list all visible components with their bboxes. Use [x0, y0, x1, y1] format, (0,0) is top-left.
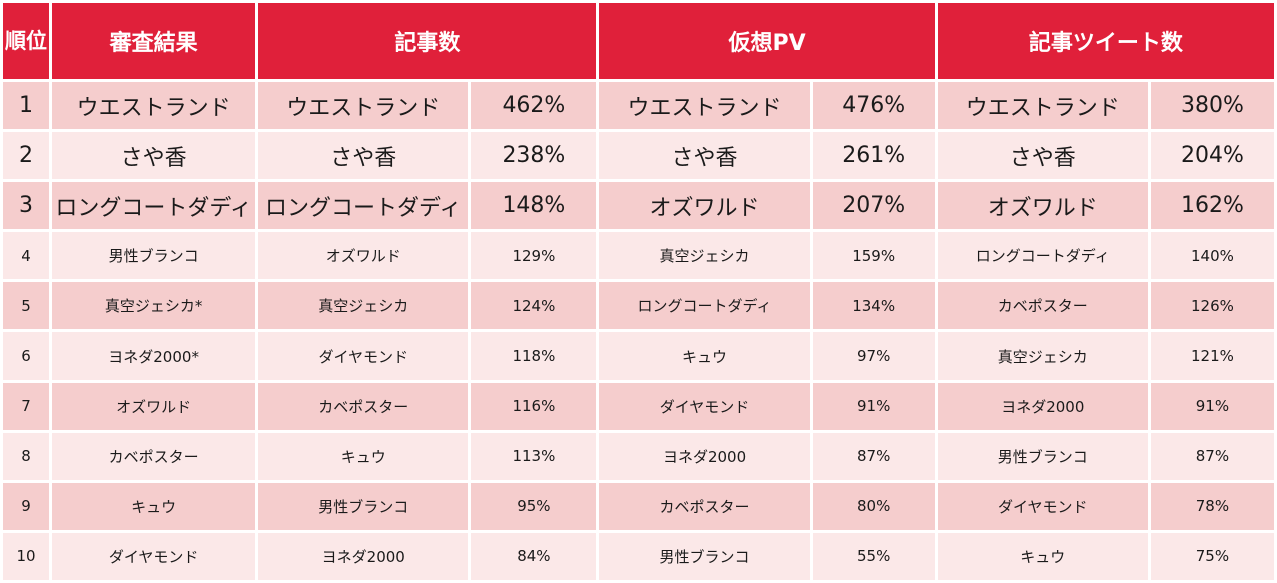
articles-name-cell: 男性ブランコ	[258, 482, 469, 530]
judge-cell: 真空ジェシカ*	[52, 282, 256, 330]
pv-name-cell: ダイヤモンド	[599, 382, 810, 430]
tweets-name-cell: 真空ジェシカ	[937, 332, 1148, 380]
judge-cell: 男性ブランコ	[52, 232, 256, 280]
pv-name-cell: ヨネダ2000	[599, 432, 810, 480]
tweets-pct-cell: 75%	[1150, 532, 1274, 580]
pv-name-cell: さや香	[599, 132, 810, 180]
articles-name-cell: キュウ	[258, 432, 469, 480]
header-article-tweets: 記事ツイート数	[937, 3, 1274, 79]
pv-name-cell: 男性ブランコ	[599, 532, 810, 580]
rank-cell: 4	[3, 232, 50, 280]
rank-cell: 2	[3, 132, 50, 180]
pv-name-cell: カベポスター	[599, 482, 810, 530]
table-row: 5 真空ジェシカ* 真空ジェシカ 124% ロングコートダディ 134% カベポ…	[3, 282, 1274, 330]
rank-cell: 8	[3, 432, 50, 480]
judge-cell: キュウ	[52, 482, 256, 530]
articles-name-cell: ヨネダ2000	[258, 532, 469, 580]
rank-cell: 1	[3, 82, 50, 130]
judge-cell: ヨネダ2000*	[52, 332, 256, 380]
pv-pct-cell: 97%	[812, 332, 935, 380]
pv-pct-cell: 134%	[812, 282, 935, 330]
articles-pct-cell: 129%	[471, 232, 597, 280]
tweets-name-cell: カベポスター	[937, 282, 1148, 330]
rank-cell: 3	[3, 182, 50, 230]
pv-name-cell: オズワルド	[599, 182, 810, 230]
tweets-pct-cell: 162%	[1150, 182, 1274, 230]
pv-pct-cell: 261%	[812, 132, 935, 180]
tweets-name-cell: ロングコートダディ	[937, 232, 1148, 280]
table-row: 4 男性ブランコ オズワルド 129% 真空ジェシカ 159% ロングコートダデ…	[3, 232, 1274, 280]
table-row: 9 キュウ 男性ブランコ 95% カベポスター 80% ダイヤモンド 78%	[3, 482, 1274, 530]
pv-pct-cell: 159%	[812, 232, 935, 280]
tweets-pct-cell: 126%	[1150, 282, 1274, 330]
pv-pct-cell: 80%	[812, 482, 935, 530]
articles-pct-cell: 84%	[471, 532, 597, 580]
tweets-pct-cell: 121%	[1150, 332, 1274, 380]
articles-pct-cell: 148%	[471, 182, 597, 230]
tweets-name-cell: オズワルド	[937, 182, 1148, 230]
header-article-count: 記事数	[258, 3, 597, 79]
pv-name-cell: 真空ジェシカ	[599, 232, 810, 280]
articles-pct-cell: 113%	[471, 432, 597, 480]
articles-pct-cell: 238%	[471, 132, 597, 180]
tweets-pct-cell: 78%	[1150, 482, 1274, 530]
table-row: 3 ロングコートダディ ロングコートダディ 148% オズワルド 207% オズ…	[3, 182, 1274, 230]
tweets-pct-cell: 380%	[1150, 82, 1274, 130]
tweets-pct-cell: 87%	[1150, 432, 1274, 480]
pv-pct-cell: 207%	[812, 182, 935, 230]
tweets-name-cell: さや香	[937, 132, 1148, 180]
pv-pct-cell: 91%	[812, 382, 935, 430]
articles-name-cell: オズワルド	[258, 232, 469, 280]
pv-pct-cell: 476%	[812, 82, 935, 130]
header-rank: 順位	[3, 3, 50, 79]
articles-pct-cell: 124%	[471, 282, 597, 330]
articles-name-cell: さや香	[258, 132, 469, 180]
header-row: 順位 審査結果 記事数 仮想PV 記事ツイート数	[3, 3, 1274, 79]
tweets-name-cell: ヨネダ2000	[937, 382, 1148, 430]
tweets-pct-cell: 204%	[1150, 132, 1274, 180]
articles-name-cell: 真空ジェシカ	[258, 282, 469, 330]
tweets-name-cell: 男性ブランコ	[937, 432, 1148, 480]
table-row: 7 オズワルド カベポスター 116% ダイヤモンド 91% ヨネダ2000 9…	[3, 382, 1274, 430]
pv-name-cell: キュウ	[599, 332, 810, 380]
rank-cell: 5	[3, 282, 50, 330]
judge-cell: カベポスター	[52, 432, 256, 480]
articles-pct-cell: 116%	[471, 382, 597, 430]
articles-name-cell: ダイヤモンド	[258, 332, 469, 380]
table-row: 6 ヨネダ2000* ダイヤモンド 118% キュウ 97% 真空ジェシカ 12…	[3, 332, 1274, 380]
rank-cell: 10	[3, 532, 50, 580]
pv-name-cell: ロングコートダディ	[599, 282, 810, 330]
tweets-name-cell: ウエストランド	[937, 82, 1148, 130]
articles-name-cell: ロングコートダディ	[258, 182, 469, 230]
table-row: 1 ウエストランド ウエストランド 462% ウエストランド 476% ウエスト…	[3, 82, 1274, 130]
rank-cell: 7	[3, 382, 50, 430]
table-row: 8 カベポスター キュウ 113% ヨネダ2000 87% 男性ブランコ 87%	[3, 432, 1274, 480]
header-virtual-pv: 仮想PV	[599, 3, 935, 79]
articles-name-cell: ウエストランド	[258, 82, 469, 130]
table-row: 10 ダイヤモンド ヨネダ2000 84% 男性ブランコ 55% キュウ 75%	[3, 532, 1274, 580]
articles-pct-cell: 462%	[471, 82, 597, 130]
pv-name-cell: ウエストランド	[599, 82, 810, 130]
tweets-name-cell: キュウ	[937, 532, 1148, 580]
rank-cell: 6	[3, 332, 50, 380]
articles-pct-cell: 118%	[471, 332, 597, 380]
judge-cell: ウエストランド	[52, 82, 256, 130]
tweets-pct-cell: 140%	[1150, 232, 1274, 280]
judge-cell: オズワルド	[52, 382, 256, 430]
table-row: 2 さや香 さや香 238% さや香 261% さや香 204%	[3, 132, 1274, 180]
judge-cell: ダイヤモンド	[52, 532, 256, 580]
articles-pct-cell: 95%	[471, 482, 597, 530]
rank-cell: 9	[3, 482, 50, 530]
tweets-pct-cell: 91%	[1150, 382, 1274, 430]
pv-pct-cell: 87%	[812, 432, 935, 480]
judge-cell: さや香	[52, 132, 256, 180]
judge-cell: ロングコートダディ	[52, 182, 256, 230]
tweets-name-cell: ダイヤモンド	[937, 482, 1148, 530]
articles-name-cell: カベポスター	[258, 382, 469, 430]
pv-pct-cell: 55%	[812, 532, 935, 580]
header-judge-result: 審査結果	[52, 3, 256, 79]
